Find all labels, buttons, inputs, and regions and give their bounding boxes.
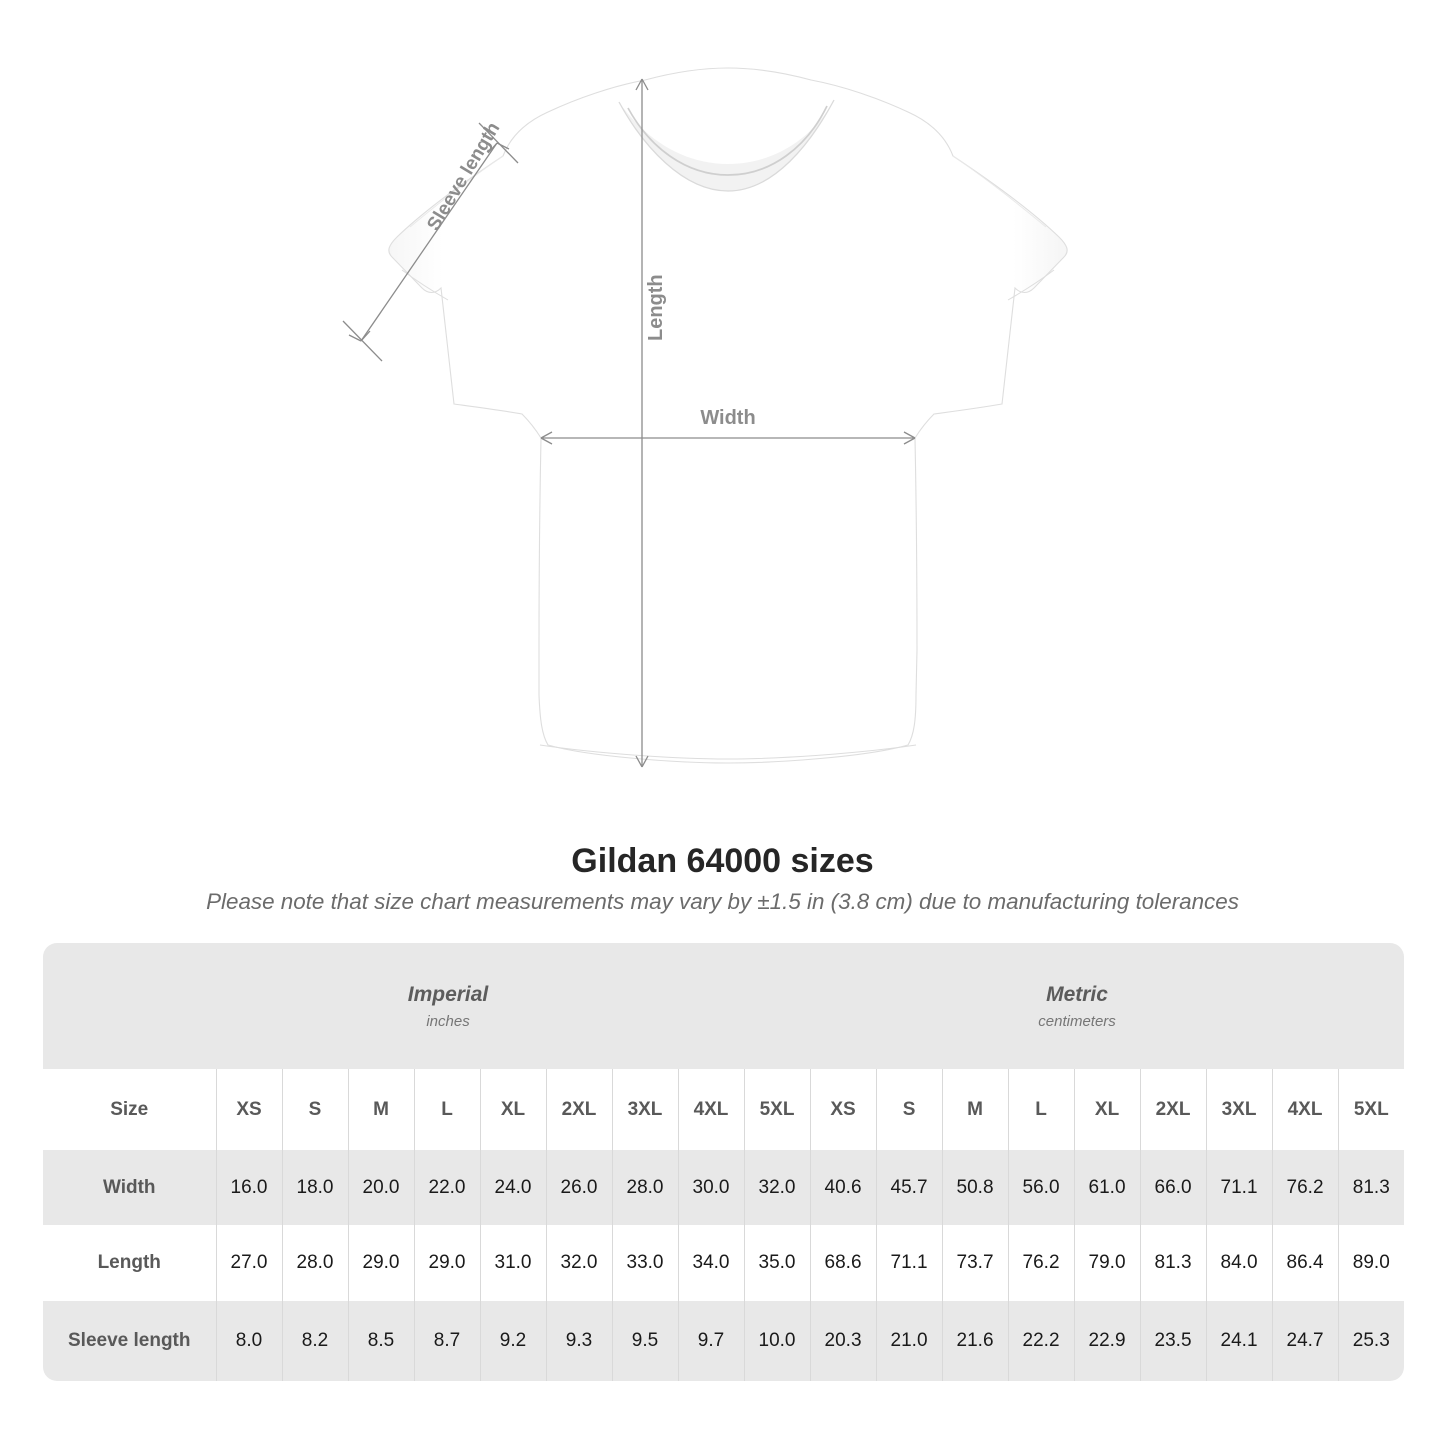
svg-text:Length: Length <box>645 274 667 341</box>
svg-text:Width: Width <box>700 407 755 429</box>
